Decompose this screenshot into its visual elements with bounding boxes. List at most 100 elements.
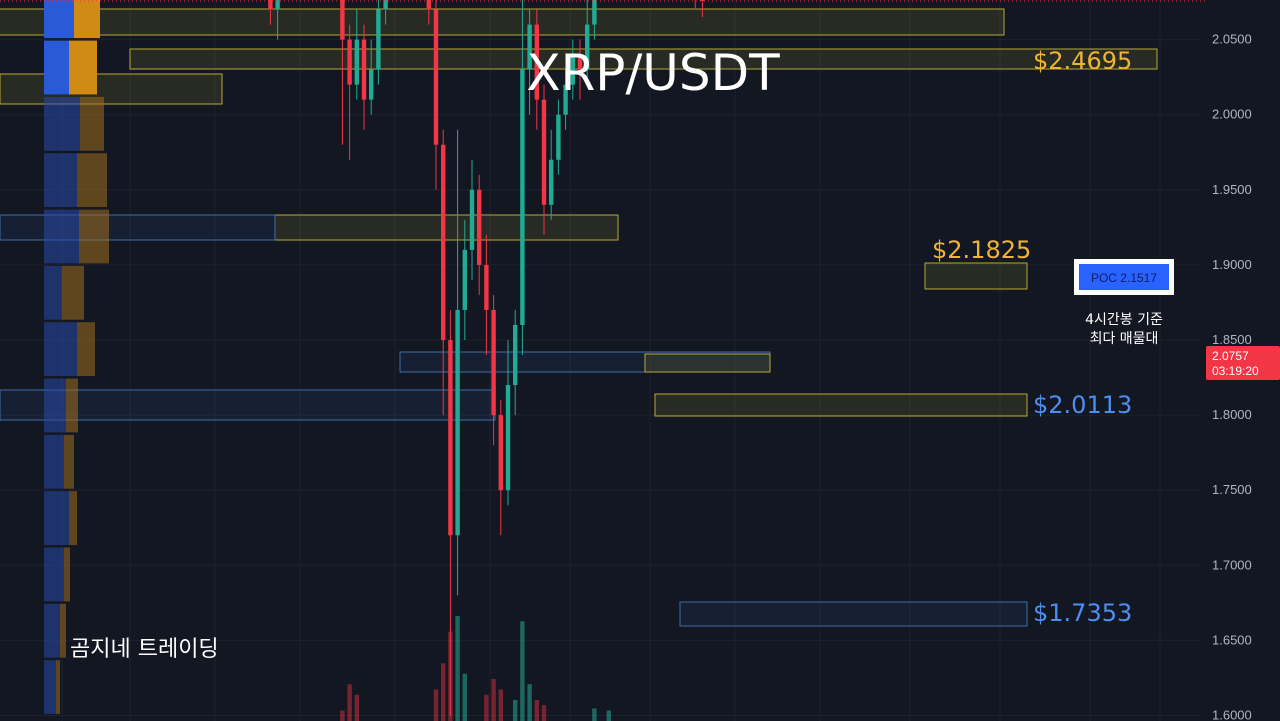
- candle-body: [484, 264, 489, 310]
- price-zone-box: [924, 262, 1028, 290]
- volume-bar: [513, 700, 518, 721]
- grid-layer: [0, 0, 1200, 721]
- volume-bar: [520, 621, 525, 721]
- volume-bar: [491, 679, 496, 721]
- candle-body: [498, 415, 503, 491]
- volume-bar: [340, 710, 345, 721]
- candle-body: [369, 69, 374, 100]
- candle-body: [549, 159, 554, 205]
- volume-bar: [541, 705, 547, 721]
- volume-bar: [498, 689, 503, 721]
- volume-bar: [441, 663, 446, 721]
- volume-bar: [592, 708, 597, 721]
- poc-label: POC 2.1517: [1091, 271, 1157, 285]
- volume-profile-buy-bar: [44, 209, 79, 264]
- candle-body: [361, 39, 367, 100]
- volume-profile-sell-bar: [79, 209, 109, 264]
- level-label-1-7353: $1.7353: [1033, 599, 1132, 627]
- candle-body: [426, 0, 431, 10]
- price-tick-label: 1.8000: [1212, 407, 1252, 422]
- candle-body: [275, 0, 280, 10]
- price-zone-box: [679, 601, 1028, 627]
- candle-body: [570, 54, 575, 85]
- candle-body: [577, 54, 583, 70]
- volume-bar: [484, 694, 489, 721]
- price-tick-label: 1.9500: [1212, 182, 1252, 197]
- volume-bar: [527, 684, 532, 721]
- candle-body: [340, 0, 345, 40]
- candle-body: [527, 24, 532, 70]
- candle-body: [448, 340, 453, 536]
- price-zone-box: [129, 48, 1158, 70]
- price-zone-box: [0, 389, 496, 421]
- level-label-2-4695: $2.4695: [1033, 47, 1132, 75]
- poc-badge-fill: [1079, 264, 1169, 290]
- volume-bar: [347, 684, 352, 721]
- volume-bar: [606, 710, 611, 721]
- price-tick-label: 1.6500: [1212, 632, 1252, 647]
- volume-profile-sell-bar: [77, 322, 95, 377]
- candle-body: [563, 84, 568, 115]
- candle-body: [354, 39, 359, 85]
- volume-profile-sell-bar: [80, 96, 104, 151]
- volume-profile-buy-bar: [44, 0, 74, 39]
- volume-profile-buy-bar: [44, 378, 66, 433]
- poc-note-line1: 4시간봉 기준: [1085, 312, 1163, 328]
- price-tick-label: 2.0500: [1212, 32, 1252, 47]
- volume-profile-sell-bar: [60, 603, 66, 658]
- volume-profile-sell-bar: [69, 491, 77, 546]
- volume-profile-sell-bar: [64, 434, 74, 489]
- price-zone-box: [644, 353, 771, 373]
- candle-body: [268, 0, 273, 10]
- zone-layer: [0, 8, 1158, 627]
- candle-body: [433, 9, 439, 145]
- price-axis[interactable]: 1.6000 1.6500 1.7000 1.7500 1.8000 1.8500 1.90…: [1212, 0, 1252, 721]
- candle-body: [462, 249, 467, 310]
- candle-body: [513, 324, 518, 386]
- chart-title: XRP/USDT: [526, 44, 780, 102]
- volume-bar: [534, 700, 539, 721]
- volume-profile-buy-bar: [44, 153, 77, 208]
- candles-layer: [268, 0, 705, 716]
- candle-body: [441, 144, 446, 340]
- candle-body: [383, 0, 388, 10]
- candle-body: [541, 99, 547, 205]
- price-zone-box: [0, 73, 223, 105]
- candle-body: [556, 114, 561, 160]
- volume-profile-sell-bar: [56, 660, 60, 714]
- candle-body: [534, 24, 539, 100]
- candle-body: [520, 69, 525, 325]
- candle-body: [376, 9, 381, 70]
- volume-profile-buy-bar: [44, 547, 64, 602]
- poc-badge: POC 2.1517: [1074, 259, 1174, 295]
- watermark-brand: 곰지네 트레이딩: [70, 637, 219, 662]
- price-lines-layer: [0, 0, 1206, 2]
- candle-body: [585, 24, 590, 70]
- candle-body: [455, 309, 460, 536]
- current-price-badge-bg: [1206, 346, 1280, 380]
- volume-profile-buy-bar: [44, 660, 56, 714]
- volume-bar: [433, 689, 439, 721]
- price-tick-label: 1.9000: [1212, 257, 1252, 272]
- current-price-badge: 2.0757 03:19:20: [1206, 346, 1280, 380]
- price-zone-box: [0, 8, 1005, 36]
- level-label-2-1825: $2.1825: [932, 236, 1031, 264]
- price-tick-label: 1.7000: [1212, 557, 1252, 572]
- volume-profile-buy-bar: [44, 603, 60, 658]
- volume-profile-sell-bar: [69, 40, 97, 95]
- candle-body: [491, 309, 496, 416]
- candle-body: [700, 0, 705, 1]
- price-tick-label: 2.0000: [1212, 107, 1252, 122]
- candle-body: [469, 189, 475, 250]
- volume-profile-sell-bar: [64, 547, 70, 602]
- current-price-label: 2.0757: [1212, 349, 1249, 363]
- volume-profile-buy-bar: [44, 491, 69, 546]
- level-label-2-0113: $2.0113: [1033, 391, 1132, 419]
- volume-profile-sell-bar: [66, 378, 78, 433]
- volume-bar: [354, 694, 359, 721]
- volume-profile-buy-bar: [44, 322, 77, 377]
- candle-body: [477, 189, 482, 265]
- volume-profile-buy-bar: [44, 40, 69, 95]
- volume-profile-buy-bar: [44, 265, 62, 320]
